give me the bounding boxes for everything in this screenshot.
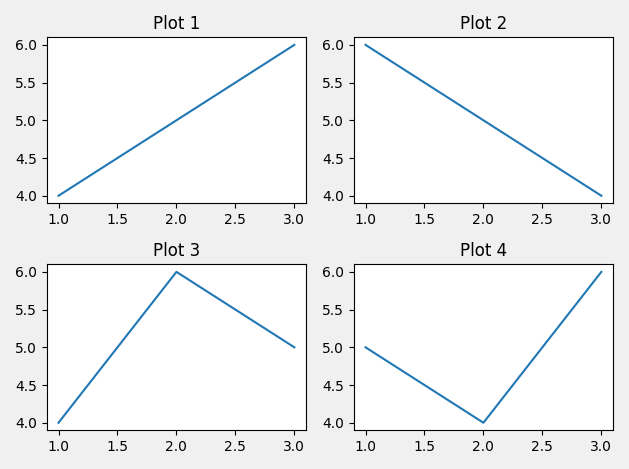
Title: Plot 2: Plot 2	[460, 15, 507, 33]
Title: Plot 3: Plot 3	[153, 242, 200, 260]
Title: Plot 4: Plot 4	[460, 242, 507, 260]
Title: Plot 1: Plot 1	[153, 15, 200, 33]
